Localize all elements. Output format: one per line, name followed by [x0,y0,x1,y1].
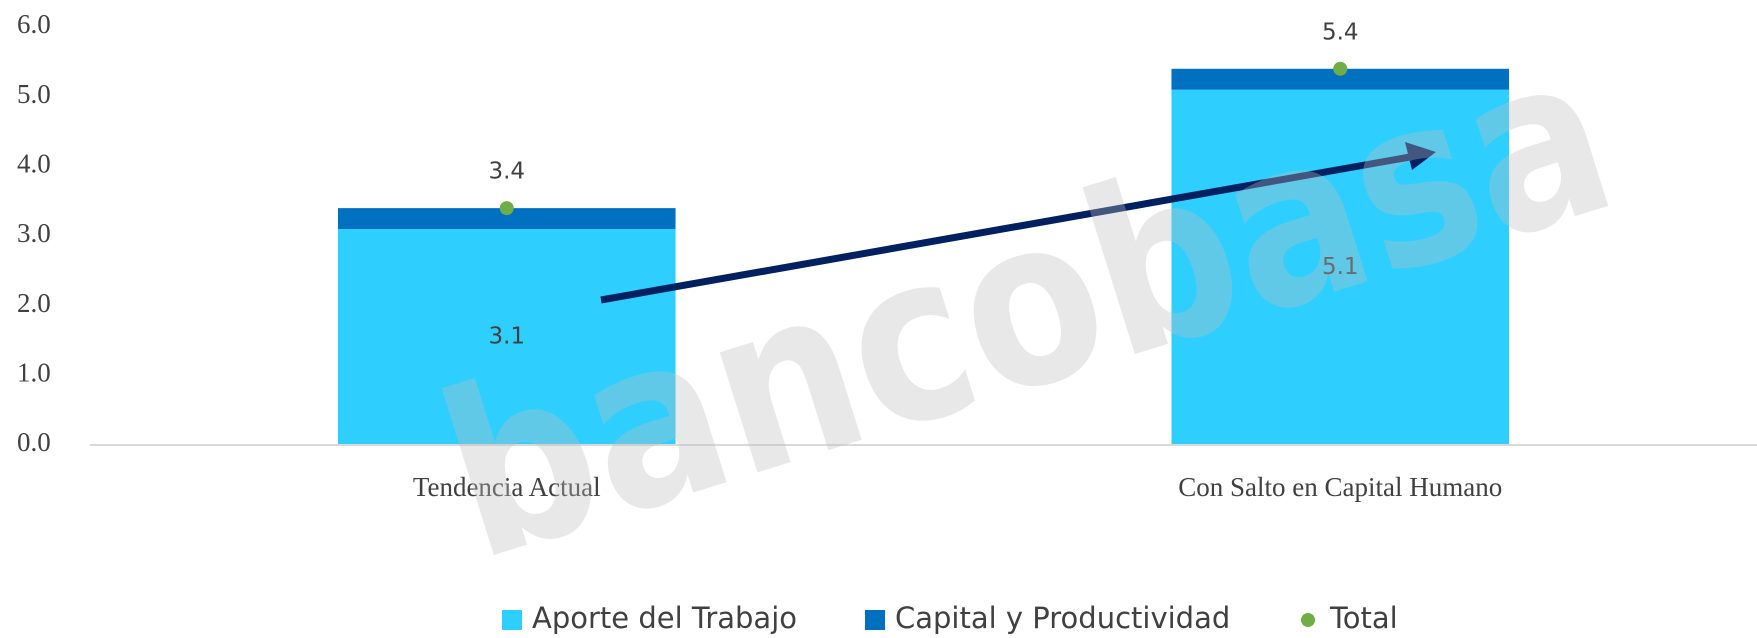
y-tick-label: 6.0 [17,9,51,39]
trend-arrow [600,153,1411,304]
y-tick-label: 4.0 [17,149,51,179]
total-dot [1333,61,1348,76]
legend-label: Aporte del Trabajo [532,601,797,635]
plot-area: 0.0 1.0 2.0 3.0 4.0 5.0 6.0 3.1 5.1 3.4 5.4 Tendenc… [17,9,1757,502]
data-label: 3.4 [488,159,525,185]
legend-swatch [1301,613,1315,627]
bar-segment [1171,68,1510,90]
bar-segment [1171,89,1510,445]
y-tick-label: 5.0 [17,79,51,109]
legend-swatch [865,610,885,630]
bar-segment [337,229,676,445]
bar-segment [337,208,676,230]
data-label: 3.1 [488,324,525,350]
watermark: bancobasa [415,0,1640,612]
legend-label: Total [1329,601,1398,635]
legend: Aporte del Trabajo Capital y Productivida… [502,601,1398,635]
data-label: 5.4 [1322,19,1359,45]
total-dot [499,201,514,216]
legend-swatch [502,610,522,630]
y-tick-label: 0.0 [17,427,51,457]
x-tick-label: Tendencia Actual [413,472,601,502]
y-tick-label: 3.0 [17,218,51,248]
data-label: 5.1 [1322,254,1359,280]
arrow-head [1405,142,1436,170]
watermark-group: bancobasa [415,0,1640,612]
y-tick-label: 2.0 [17,288,51,318]
x-tick-label: Con Salto en Capital Humano [1178,472,1502,502]
legend-label: Capital y Productividad [895,601,1230,635]
y-tick-label: 1.0 [17,358,51,388]
